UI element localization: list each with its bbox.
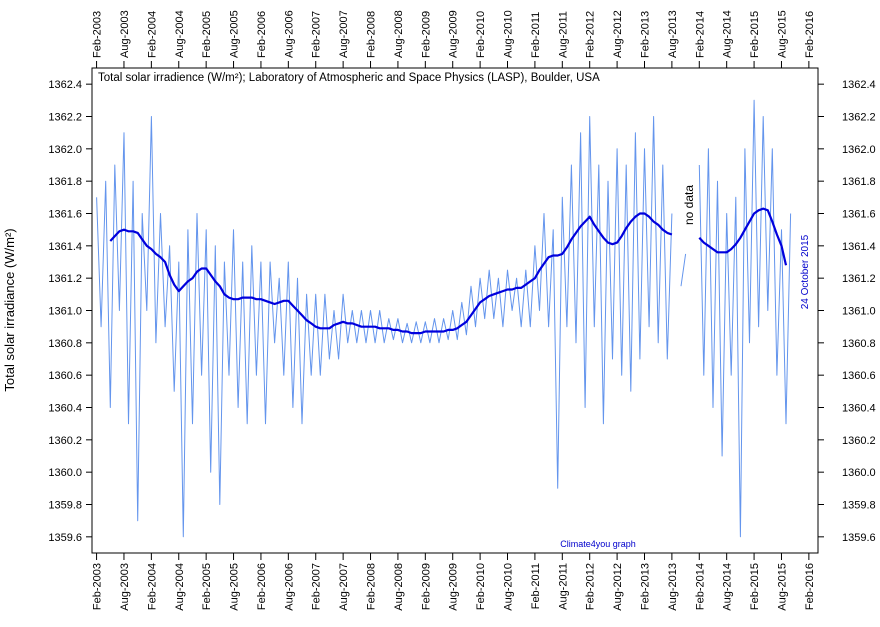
- date-note: 24 October 2015: [800, 234, 811, 309]
- x-tick-label: Aug-2006: [283, 563, 295, 611]
- no-data-note: no data: [682, 185, 696, 225]
- x-tick-label-top: Aug-2004: [174, 10, 186, 58]
- y-tick-label-right: 1360.6: [842, 370, 876, 382]
- series-line: [96, 99, 792, 538]
- x-tick-label-top: Aug-2008: [393, 10, 405, 58]
- x-tick-label-top: Feb-2008: [366, 11, 378, 58]
- x-tick-label: Aug-2003: [119, 563, 131, 611]
- y-tick-label-right: 1359.6: [842, 532, 876, 544]
- x-tick-label-top: Feb-2010: [475, 11, 487, 58]
- x-tick-label: Feb-2006: [256, 563, 268, 610]
- x-tick-label-top: Feb-2009: [420, 11, 432, 58]
- x-tick-label: Aug-2009: [448, 563, 460, 611]
- x-tick-label-top: Aug-2005: [229, 10, 241, 58]
- y-tick-label-right: 1360.0: [842, 467, 876, 479]
- x-tick-label-top: Aug-2010: [503, 10, 515, 58]
- series-line: [109, 207, 788, 335]
- x-tick-label-top: Aug-2006: [283, 10, 295, 58]
- y-tick-label-right: 1362.4: [842, 79, 876, 91]
- x-tick-label-top: Aug-2014: [722, 10, 734, 58]
- y-tick-label-right: 1359.8: [842, 500, 876, 512]
- plot-frame: [91, 67, 819, 554]
- y-tick-label: 1359.8: [48, 500, 82, 512]
- y-tick-label: 1361.2: [48, 273, 82, 285]
- x-tick-label: Aug-2011: [557, 563, 569, 610]
- y-tick-label: 1361.6: [48, 209, 82, 221]
- x-tick-label: Feb-2003: [92, 563, 104, 610]
- x-tick-label: Aug-2007: [338, 563, 350, 611]
- x-tick-label: Feb-2016: [804, 563, 816, 610]
- y-tick-label-right: 1361.6: [842, 209, 876, 221]
- x-tick-label: Aug-2013: [667, 563, 679, 611]
- x-tick-label-top: Aug-2011: [557, 11, 569, 58]
- y-tick-label: 1362.4: [48, 79, 82, 91]
- x-tick-label: Aug-2012: [612, 563, 624, 611]
- x-tick-label: Feb-2004: [146, 563, 158, 610]
- y-tick-label-right: 1360.8: [842, 338, 876, 350]
- x-tick-label: Feb-2012: [585, 563, 597, 610]
- y-tick-label-right: 1361.2: [842, 273, 876, 285]
- y-tick-label-right: 1361.8: [842, 176, 876, 188]
- x-tick-label-top: Aug-2009: [448, 10, 460, 58]
- x-tick-label: Feb-2008: [366, 563, 378, 610]
- y-tick-label-right: 1362.0: [842, 144, 876, 156]
- x-tick-label: Feb-2013: [639, 563, 651, 610]
- y-tick-label: 1361.0: [48, 306, 82, 318]
- y-tick-label: 1360.6: [48, 370, 82, 382]
- y-tick-label: 1361.8: [48, 176, 82, 188]
- y-tick-label: 1360.2: [48, 435, 82, 447]
- x-tick-label-top: Feb-2007: [311, 11, 323, 58]
- x-tick-label: Feb-2014: [694, 563, 706, 610]
- chart-title: Total solar irradience (W/m²); Laborator…: [98, 72, 600, 84]
- x-tick-label: Aug-2010: [503, 563, 515, 611]
- x-tick-label-top: Aug-2007: [338, 10, 350, 58]
- x-tick-label-top: Feb-2011: [530, 12, 542, 58]
- x-tick-label: Feb-2005: [201, 563, 213, 610]
- x-tick-label-top: Feb-2006: [256, 11, 268, 58]
- x-tick-label-top: Feb-2016: [804, 11, 816, 58]
- y-tick-label: 1359.6: [48, 532, 82, 544]
- x-tick-label-top: Aug-2015: [776, 10, 788, 58]
- y-axis-label: Total solar irradiance (W/m²): [2, 228, 17, 391]
- y-tick-label-right: 1360.4: [842, 403, 876, 415]
- x-tick-label-top: Aug-2012: [612, 10, 624, 58]
- x-tick-label: Aug-2015: [776, 563, 788, 611]
- x-tick-label: Aug-2005: [229, 563, 241, 611]
- y-tick-label: 1360.4: [48, 403, 82, 415]
- credit: Climate4you graph: [560, 539, 636, 549]
- x-tick-label-top: Feb-2014: [694, 11, 706, 58]
- x-tick-label-top: Feb-2012: [585, 11, 597, 58]
- x-tick-label-top: Feb-2005: [201, 11, 213, 58]
- y-tick-label-right: 1362.2: [842, 112, 876, 124]
- y-tick-label: 1361.4: [48, 241, 82, 253]
- x-tick-label: Aug-2008: [393, 563, 405, 611]
- x-tick-label-top: Feb-2015: [749, 11, 761, 58]
- x-tick-label: Feb-2009: [420, 563, 432, 610]
- x-tick-label: Feb-2011: [530, 563, 542, 609]
- x-tick-label: Feb-2007: [311, 563, 323, 610]
- y-tick-label-right: 1361.0: [842, 306, 876, 318]
- y-tick-label: 1360.8: [48, 338, 82, 350]
- y-tick-label: 1362.2: [48, 112, 82, 124]
- x-tick-label-top: Aug-2003: [119, 10, 131, 58]
- x-tick-label-top: Feb-2004: [146, 11, 158, 58]
- x-tick-label-top: Feb-2013: [639, 11, 651, 58]
- y-tick-label: 1360.0: [48, 467, 82, 479]
- y-tick-label-right: 1360.2: [842, 435, 876, 447]
- x-tick-label: Feb-2010: [475, 563, 487, 610]
- x-tick-label: Feb-2015: [749, 563, 761, 610]
- y-tick-label: 1362.0: [48, 144, 82, 156]
- x-tick-label: Aug-2004: [174, 563, 186, 611]
- y-tick-label-right: 1361.4: [842, 241, 876, 253]
- x-tick-label-top: Feb-2003: [92, 11, 104, 58]
- x-tick-label-top: Aug-2013: [667, 10, 679, 58]
- x-tick-label: Aug-2014: [722, 563, 734, 611]
